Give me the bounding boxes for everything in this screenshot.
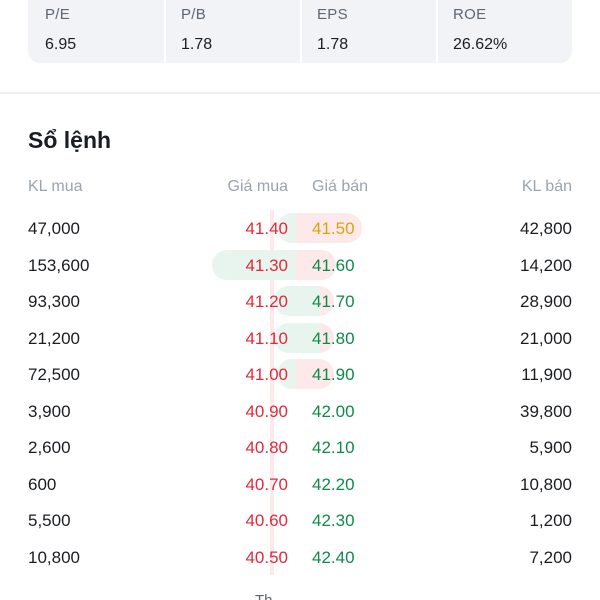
- cell-kl-mua: 72,500: [28, 365, 80, 384]
- cell-gia-mua: 41.40: [245, 219, 288, 238]
- cell-kl-ban: 28,900: [520, 292, 572, 311]
- cell-kl-ban: 10,800: [520, 474, 572, 494]
- cell-gia-ban: 41.60: [312, 255, 355, 275]
- cell-kl-ban: 11,900: [521, 365, 572, 384]
- buy-depth-bar: [274, 322, 320, 353]
- cell-kl-mua: 47,000: [28, 219, 80, 238]
- cell-gia-ban: 42.10: [312, 438, 355, 457]
- cell-kl-mua: 2,600: [28, 438, 71, 457]
- footer-partial-text: Th: [255, 592, 273, 600]
- cell-gia-ban: 41.80: [312, 328, 355, 348]
- metrics-card: P/E 6.95 P/B 1.78 EPS 1.78 ROE 26.62%: [28, 0, 572, 63]
- sell-depth-bar: [296, 213, 362, 243]
- metric-label: P/E: [45, 6, 71, 23]
- order-book-table: 47,000 41.40 41.50 42,800 153,600 41.30 41.60 1…: [28, 210, 572, 575]
- cell-gia-mua: 40.70: [245, 474, 288, 494]
- header-kl-mua: KL mua: [28, 178, 83, 195]
- cell-gia-ban: 41.70: [312, 292, 355, 311]
- cell-kl-ban: 39,800: [520, 401, 572, 421]
- metric-value: 6.95: [45, 36, 77, 53]
- cell-kl-ban: 5,900: [529, 438, 572, 457]
- cell-kl-mua: 600: [28, 474, 57, 494]
- cell-kl-mua: 93,300: [28, 292, 80, 311]
- order-book-row[interactable]: 72,500 41.00 41.90 11,900: [28, 356, 572, 393]
- cell-gia-ban: 41.50: [312, 219, 355, 238]
- cell-kl-ban: 21,000: [520, 328, 572, 348]
- metric-value: 1.78: [317, 36, 349, 53]
- order-book-row[interactable]: 93,300 41.20 41.70 28,900: [28, 283, 572, 320]
- center-separator: [270, 210, 274, 575]
- cell-gia-mua: 41.00: [245, 365, 288, 384]
- header-gia-ban: Giá bán: [312, 178, 369, 195]
- metric-value: 1.78: [181, 36, 213, 53]
- cell-kl-ban: 1,200: [529, 511, 572, 530]
- sell-depth-bar: [296, 359, 334, 389]
- order-book-row[interactable]: 47,000 41.40 41.50 42,800: [28, 210, 572, 247]
- cell-gia-mua: 40.90: [245, 401, 288, 421]
- cell-gia-mua: 41.30: [245, 255, 288, 275]
- order-book-headers: KL mua Giá mua Giá bán KL bán: [28, 178, 572, 200]
- cell-gia-ban: 42.30: [312, 511, 355, 530]
- order-book-row[interactable]: 5,500 40.60 42.30 1,200: [28, 502, 572, 539]
- cell-kl-ban: 42,800: [520, 219, 572, 238]
- cell-gia-ban: 42.20: [312, 474, 355, 494]
- order-book-row[interactable]: 2,600 40.80 42.10 5,900: [28, 429, 572, 466]
- section-divider: [0, 92, 600, 94]
- buy-depth-bar: [274, 286, 320, 316]
- cell-gia-ban: 41.90: [312, 365, 355, 384]
- order-book-row[interactable]: 600 40.70 42.20 10,800: [28, 466, 572, 503]
- metric-label: P/B: [181, 6, 207, 23]
- cell-gia-mua: 40.60: [245, 511, 288, 530]
- metric-label: EPS: [317, 6, 348, 23]
- sell-depth-bar: [296, 249, 336, 280]
- order-book-row[interactable]: 153,600 41.30 41.60 14,200: [28, 247, 572, 284]
- cell-gia-mua: 40.50: [245, 547, 288, 567]
- cell-gia-mua: 41.10: [245, 328, 288, 348]
- header-kl-ban: KL bán: [521, 178, 572, 195]
- cell-kl-mua: 5,500: [28, 511, 71, 530]
- cell-kl-ban: 7,200: [529, 547, 572, 567]
- cell-kl-mua: 10,800: [28, 547, 80, 567]
- metric-value: 26.62%: [453, 36, 508, 53]
- cell-gia-mua: 41.20: [245, 292, 288, 311]
- metric-pe: P/E 6.95: [28, 0, 164, 63]
- metric-pb: P/B 1.78: [164, 0, 300, 63]
- cell-kl-mua: 3,900: [28, 401, 71, 421]
- header-gia-mua: Giá mua: [227, 178, 288, 195]
- order-book-title: Sổ lệnh: [28, 127, 112, 153]
- metric-roe: ROE 26.62%: [436, 0, 572, 63]
- cell-gia-mua: 40.80: [245, 438, 288, 457]
- order-book-row[interactable]: 10,800 40.50 42.40 7,200: [28, 539, 572, 576]
- cell-kl-mua: 21,200: [28, 328, 80, 348]
- order-book-row[interactable]: 3,900 40.90 42.00 39,800: [28, 393, 572, 430]
- metric-eps: EPS 1.78: [300, 0, 436, 63]
- metric-label: ROE: [453, 6, 487, 23]
- cell-gia-ban: 42.00: [312, 401, 355, 421]
- cell-gia-ban: 42.40: [312, 547, 355, 567]
- order-book-row[interactable]: 21,200 41.10 41.80 21,000: [28, 320, 572, 357]
- cell-kl-ban: 14,200: [520, 255, 572, 275]
- cell-kl-mua: 153,600: [28, 255, 90, 275]
